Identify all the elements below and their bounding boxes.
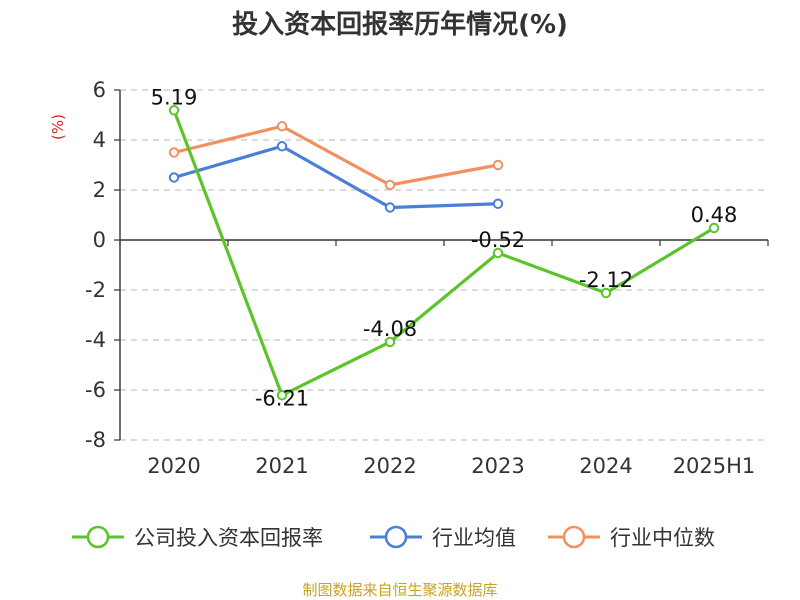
legend: 公司投入资本回报率 行业均值 行业中位数 (72, 525, 715, 550)
data-point (384, 336, 396, 348)
data-label: 5.19 (151, 85, 198, 109)
series-line (173, 144, 499, 210)
data-point (492, 159, 504, 171)
data-label: -4.08 (363, 317, 417, 341)
legend-label: 公司投入资本回报率 (134, 526, 323, 550)
legend-swatch-marker (384, 525, 408, 549)
data-label: 0.48 (691, 203, 738, 227)
data-label: -2.12 (579, 268, 633, 292)
axes: 6 4 2 0 -2 -4 -6 -8 2020 2021 2022 2023 2024 2025H1 (85, 78, 769, 478)
y-tick-label: 6 (93, 78, 106, 102)
y-tick-label: -6 (85, 378, 106, 402)
data-point (600, 287, 612, 299)
series-line (172, 109, 715, 397)
data-point (384, 202, 396, 213)
chart-title: 投入资本回报率历年情况(%) (232, 9, 568, 40)
data-label: -6.21 (255, 386, 309, 410)
x-tick-label: 2020 (147, 454, 200, 478)
data-point (276, 390, 288, 401)
series-line (173, 124, 499, 187)
source-note: 制图数据来自恒生聚源数据库 (302, 581, 497, 599)
legend-label: 行业中位数 (610, 526, 715, 550)
x-tick-label: 2025H1 (673, 454, 756, 478)
y-tick-label: -4 (85, 328, 106, 352)
data-label: -0.52 (471, 228, 525, 252)
legend-swatch-marker (86, 525, 110, 549)
gridlines (120, 89, 768, 441)
y-tick-label: 4 (93, 128, 106, 152)
data-labels: 5.19 -6.21 -4.08 -0.52 -2.12 0.48 (151, 85, 738, 410)
legend-item: 行业中位数 (548, 525, 715, 550)
x-tick-label: 2024 (579, 454, 632, 478)
data-point (384, 179, 396, 191)
series-1 (168, 141, 504, 213)
data-point (276, 141, 288, 152)
data-point (168, 147, 180, 158)
x-tick-label: 2023 (471, 454, 524, 478)
legend-item: 公司投入资本回报率 (72, 525, 323, 550)
x-tick-label: 2022 (363, 454, 416, 478)
data-point (168, 105, 180, 116)
data-point (492, 247, 504, 259)
legend-swatch-marker (562, 525, 586, 549)
y-tick-label: 2 (93, 178, 106, 202)
y-tick-label: -8 (85, 428, 106, 452)
y-tick-label: 0 (93, 228, 106, 252)
data-point (708, 222, 720, 234)
y-axis-label: (%) (49, 114, 67, 140)
data-point (492, 198, 504, 209)
y-tick-label: -2 (85, 278, 106, 302)
legend-item: 行业均值 (370, 525, 516, 550)
data-point (168, 172, 180, 183)
data-point (276, 121, 288, 132)
series-2 (168, 121, 504, 191)
series-0 (168, 105, 720, 401)
series-lines (168, 105, 720, 401)
legend-label: 行业均值 (432, 526, 516, 550)
x-tick-label: 2021 (255, 454, 308, 478)
